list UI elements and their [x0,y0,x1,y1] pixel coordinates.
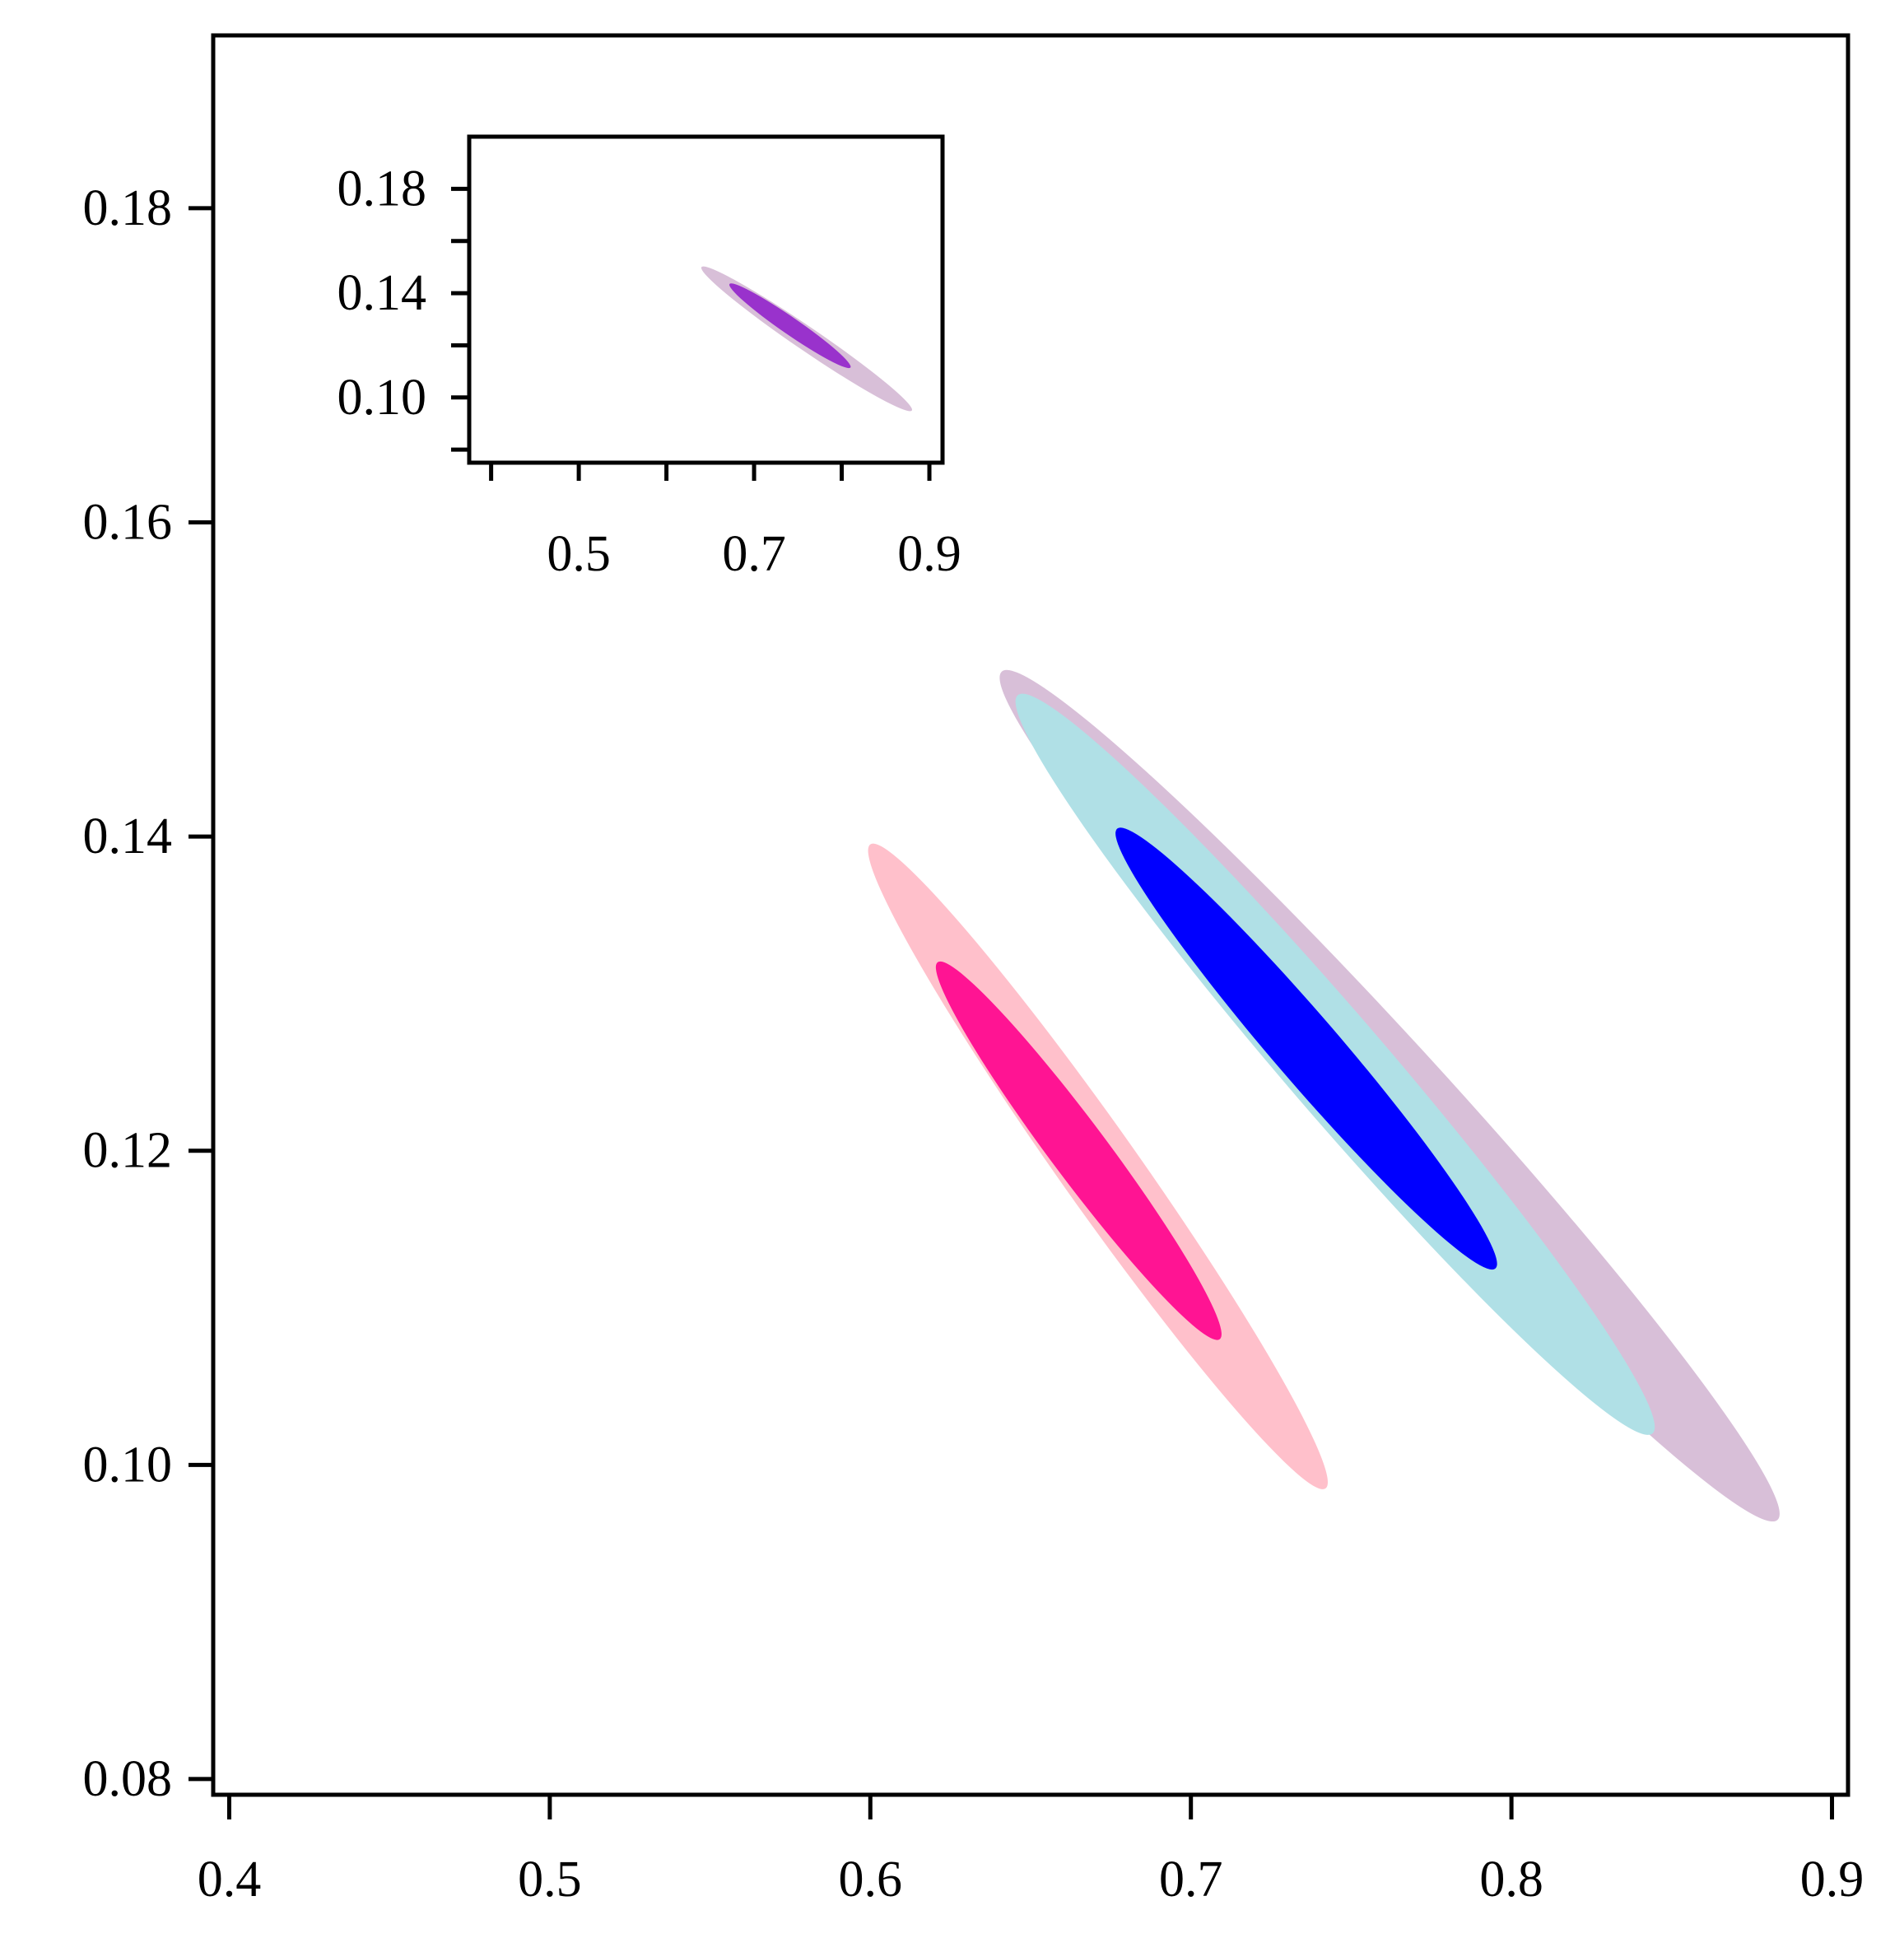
main-axes-frame [211,33,1850,1797]
main-y-tick-label: 0.10 [83,1437,173,1493]
inset-y-tick-label: 0.14 [338,265,427,321]
inset-x-axis: 0.5 0.7 0.9 [489,463,961,582]
main-contour-inner-4 [935,961,1222,1340]
inset-x-tick-label: 0.7 [722,526,786,582]
inset-y-tick-label: 0.18 [338,161,427,217]
main-x-tick-label: 0.7 [1159,1852,1223,1908]
main-y-tick-label: 0.18 [83,180,173,236]
main-x-tick-label: 0.6 [839,1852,903,1908]
inset-plot: 0.5 0.7 0.9 0.10 0.14 0.18 [338,134,961,582]
main-y-tick-label: 0.08 [83,1751,173,1807]
inset-contours [701,266,912,412]
inset-background [469,137,943,463]
main-contour-inner-2 [1115,827,1497,1270]
main-x-tick-label: 0.5 [518,1852,582,1908]
inset-contour-inner-1 [729,283,851,369]
main-x-tick-label: 0.8 [1479,1852,1543,1908]
main-x-tick-label: 0.4 [198,1852,262,1908]
main-x-axis: 0.4 0.5 0.6 0.7 0.8 0.9 [198,1795,1864,1908]
main-y-axis: 0.08 0.10 0.12 0.14 0.16 0.18 [83,180,213,1807]
main-contours [868,669,1780,1522]
main-y-tick-label: 0.14 [83,808,173,864]
main-x-tick-label: 0.9 [1800,1852,1864,1908]
inset-x-tick-label: 0.5 [547,526,611,582]
main-y-tick-label: 0.16 [83,494,173,550]
inset-y-axis: 0.10 0.14 0.18 [338,161,469,452]
main-y-tick-label: 0.12 [83,1123,173,1179]
inset-y-tick-label: 0.10 [338,370,427,426]
inset-axes-frame [467,134,945,465]
inset-x-tick-label: 0.9 [897,526,961,582]
main-plot: 0.4 0.5 0.6 0.7 0.8 0.9 0.080.100.120.140.160… [83,33,1864,1908]
